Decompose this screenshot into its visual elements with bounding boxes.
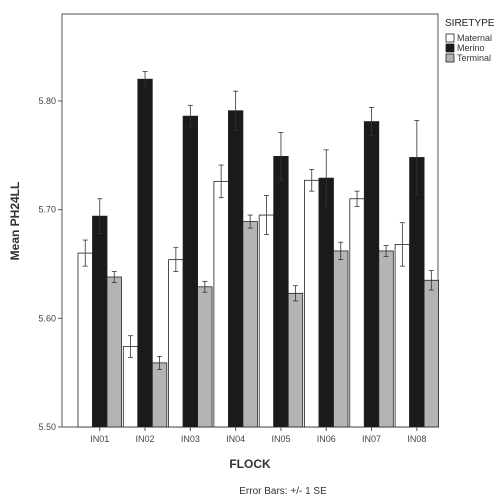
legend-label-merino: Merino: [457, 43, 485, 53]
bar-maternal-in08: [394, 244, 411, 428]
bar-maternal-in06: [304, 179, 320, 428]
x-tick-label: IN01: [90, 434, 109, 444]
bar-merino-in07: [363, 121, 380, 428]
x-tick-label: IN03: [181, 434, 200, 444]
x-tick-label: IN02: [136, 434, 155, 444]
bar-terminal-in02: [151, 362, 168, 428]
bar-terminal-in05: [287, 292, 304, 428]
bar-maternal-in01: [77, 252, 93, 428]
legend-swatch-terminal: [445, 53, 455, 63]
bar-maternal-in04: [213, 180, 229, 428]
bar-merino-in05: [273, 155, 289, 428]
x-tick-label: IN04: [226, 434, 245, 444]
x-tick-label: IN06: [317, 434, 336, 444]
bar-maternal-in07: [349, 198, 365, 428]
bars-layer: [77, 71, 440, 428]
error-bars-note: Error Bars: +/- 1 SE: [239, 486, 327, 497]
y-tick-label: 5.80: [38, 96, 56, 106]
y-tick-label: 5.70: [38, 205, 56, 215]
bar-merino-in01: [92, 215, 108, 428]
bar-merino-in03: [182, 115, 199, 428]
x-axis: IN01 IN02 IN03 IN04 IN05 IN06 IN07 IN08: [90, 427, 426, 444]
legend-swatch-merino: [445, 43, 455, 53]
y-tick-label: 5.60: [38, 313, 56, 323]
x-axis-title: FLOCK: [229, 457, 271, 471]
y-tick-label: 5.50: [38, 422, 56, 432]
legend-label-terminal: Terminal: [457, 53, 491, 63]
bar-maternal-in05: [258, 214, 275, 428]
bar-terminal-in03: [197, 286, 213, 428]
bar-merino-in06: [318, 177, 334, 428]
bar-terminal-in06: [333, 250, 349, 428]
legend-label-maternal: Maternal: [457, 33, 492, 43]
legend-title: SIRETYPE: [445, 18, 495, 29]
bar-maternal-in03: [168, 259, 184, 428]
x-tick-label: IN08: [407, 434, 426, 444]
bar-merino-in04: [227, 110, 244, 428]
bar-merino-in02: [137, 78, 153, 428]
y-axis: 5.50 5.60 5.70 5.80: [38, 96, 62, 432]
y-axis-title: Mean PH24LL: [8, 182, 22, 261]
x-tick-label: IN07: [362, 434, 381, 444]
legend-swatch-maternal: [445, 33, 455, 43]
bar-maternal-in02: [122, 346, 139, 428]
bar-terminal-in04: [242, 221, 258, 428]
bar-merino-in08: [409, 157, 425, 428]
bar-terminal-in07: [378, 250, 394, 428]
bar-terminal-in08: [423, 279, 440, 428]
x-tick-label: IN05: [271, 434, 290, 444]
bar-terminal-in01: [106, 276, 122, 428]
